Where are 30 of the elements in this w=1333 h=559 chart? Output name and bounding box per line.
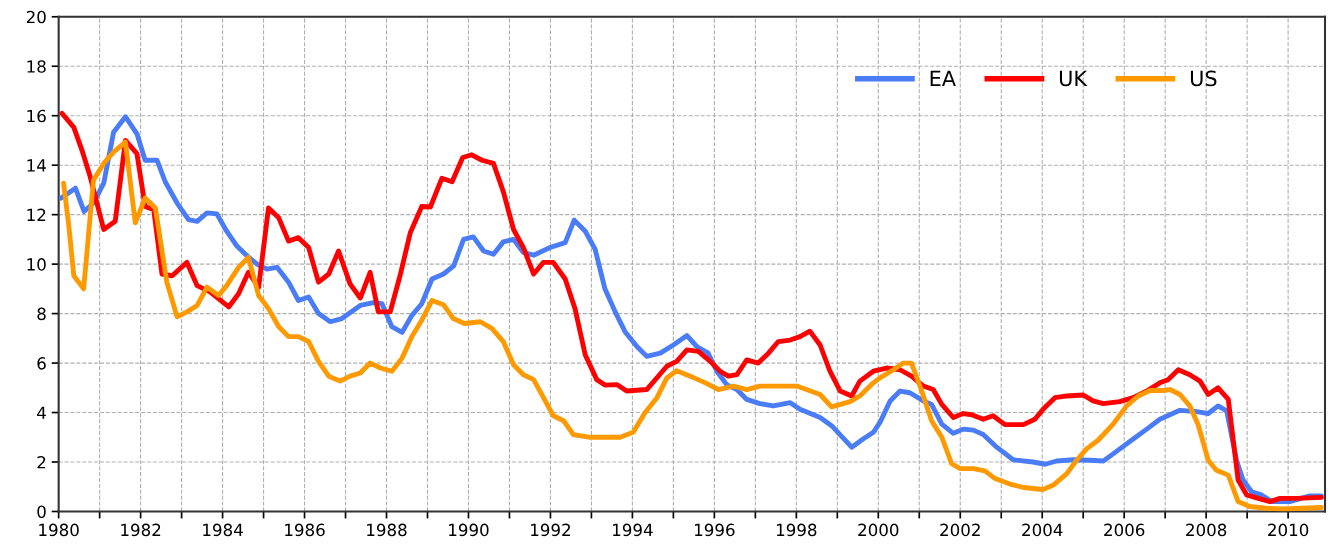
y-tick-label: 4 bbox=[37, 406, 46, 419]
x-tick-label: 1986 bbox=[285, 523, 325, 537]
x-tick-label: 1996 bbox=[694, 523, 735, 537]
y-tick-label: 12 bbox=[27, 208, 46, 221]
x-tick-label: 1998 bbox=[776, 523, 817, 537]
x-tick-label: 2004 bbox=[1022, 523, 1063, 537]
y-tick-label: 0 bbox=[37, 505, 46, 519]
x-tick-label: 1990 bbox=[449, 523, 489, 537]
y-tick-label: 8 bbox=[37, 307, 46, 321]
y-tick-label: 18 bbox=[27, 60, 46, 73]
x-tick-label: 2008 bbox=[1186, 523, 1227, 537]
x-tick-label: 1988 bbox=[367, 523, 407, 537]
x-tick-label: 2000 bbox=[858, 523, 899, 537]
y-tick-label: 14 bbox=[27, 159, 46, 172]
legend-label: US bbox=[1190, 70, 1217, 87]
y-tick-label: 6 bbox=[37, 357, 46, 370]
x-tick-label: 1994 bbox=[613, 523, 653, 537]
y-tick-label: 16 bbox=[27, 109, 46, 123]
y-tick-label: 20 bbox=[26, 10, 46, 24]
legend-label: UK bbox=[1059, 70, 1088, 87]
x-tick-label: 1984 bbox=[203, 523, 243, 537]
x-tick-label: 2006 bbox=[1104, 523, 1145, 537]
y-tick-label: 10 bbox=[27, 258, 46, 271]
x-tick-label: 2010 bbox=[1268, 523, 1309, 537]
x-tick-label: 1982 bbox=[121, 523, 161, 537]
x-tick-label: 2002 bbox=[940, 523, 980, 537]
x-tick-label: 1992 bbox=[531, 523, 570, 537]
x-tick-label: 1980 bbox=[39, 523, 79, 537]
legend-label: EA bbox=[930, 70, 956, 86]
y-tick-label: 2 bbox=[37, 455, 46, 469]
